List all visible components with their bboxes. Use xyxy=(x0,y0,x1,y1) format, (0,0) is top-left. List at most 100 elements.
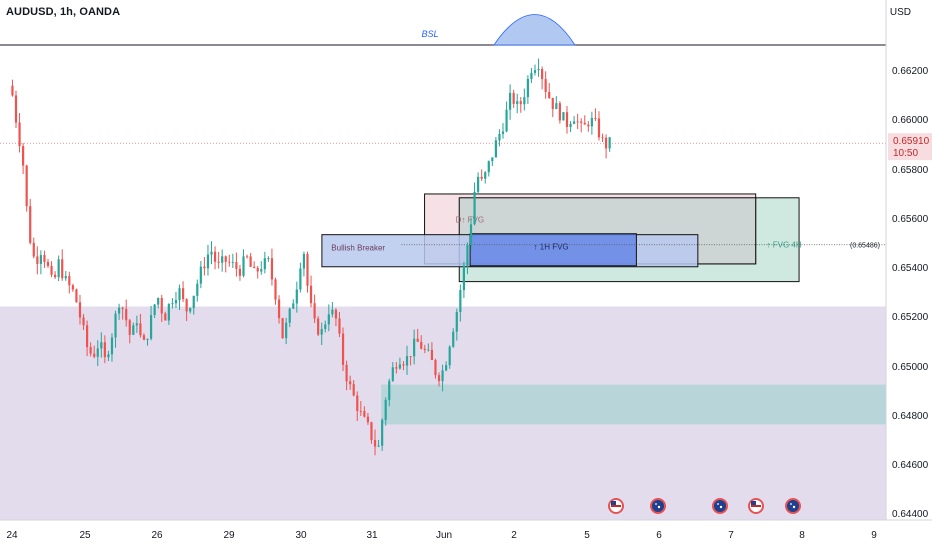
candle-body xyxy=(189,308,192,312)
candle-body xyxy=(107,354,110,358)
candle-body xyxy=(50,266,53,275)
y-tick-label: 0.64600 xyxy=(892,460,929,471)
candle-body xyxy=(93,353,96,357)
candle-body xyxy=(569,123,572,128)
candle-body xyxy=(345,364,348,382)
x-tick-label: 31 xyxy=(366,530,378,541)
candle-body xyxy=(192,295,195,309)
flag-stripe-icon xyxy=(611,505,621,507)
candle-body xyxy=(85,325,89,348)
x-tick-label: 9 xyxy=(871,530,877,541)
candle-body xyxy=(601,137,604,139)
candle-body xyxy=(469,224,473,246)
candle-body xyxy=(327,314,330,325)
flag-stripe-icon xyxy=(751,505,761,507)
candle-body xyxy=(270,258,274,280)
candle-body xyxy=(96,348,99,357)
candle-body xyxy=(285,322,288,339)
candle-body xyxy=(473,191,476,225)
candle-body xyxy=(533,70,537,73)
candle-body xyxy=(167,304,170,321)
candle-body xyxy=(164,313,167,321)
candle-body xyxy=(530,72,533,79)
symbol-label[interactable]: AUDUSD, 1h, OANDA xyxy=(6,6,121,18)
candle-body xyxy=(526,78,529,98)
last-price-label: 0.65910 xyxy=(893,136,930,147)
candle-body xyxy=(597,118,601,138)
x-tick-label: 26 xyxy=(151,530,163,541)
candle-body xyxy=(352,384,355,396)
candle-body xyxy=(54,274,57,278)
candle-body xyxy=(519,101,522,105)
y-axis-panel xyxy=(886,0,932,550)
demand-zone xyxy=(381,384,886,425)
candle-body xyxy=(196,283,199,296)
candle-body xyxy=(572,121,576,124)
candle-body xyxy=(565,112,569,128)
candle-body xyxy=(388,380,391,400)
candle-body xyxy=(121,307,124,309)
candle-body xyxy=(494,140,497,158)
candle-body xyxy=(299,268,302,290)
flag-star-icon xyxy=(717,503,719,505)
candle-body xyxy=(75,289,78,303)
x-axis-panel xyxy=(0,520,932,550)
candle-body xyxy=(405,356,409,366)
candle-body xyxy=(292,303,295,309)
candle-body xyxy=(213,251,217,262)
currency-label: USD xyxy=(889,7,911,18)
candle-body xyxy=(437,375,441,382)
candle-body xyxy=(110,337,114,355)
candle-body xyxy=(334,309,338,319)
candle-body xyxy=(430,349,434,361)
candle-body xyxy=(562,112,565,121)
fvg-daily-label: D↑ FVG xyxy=(456,216,484,225)
flag-inner-icon xyxy=(787,500,799,512)
candle-body xyxy=(576,121,579,123)
candle-body xyxy=(89,347,92,354)
x-tick-label: 8 xyxy=(799,530,805,541)
candle-body xyxy=(253,266,256,268)
candle-body xyxy=(398,364,402,369)
flag-star-icon xyxy=(790,503,792,505)
candle-body xyxy=(413,338,416,357)
candle-body xyxy=(583,122,586,125)
candle-body xyxy=(64,276,67,279)
x-tick-label: 5 xyxy=(584,530,590,541)
candle-body xyxy=(125,308,128,321)
bsl-arc xyxy=(493,14,576,46)
candle-body xyxy=(203,266,206,269)
flag-inner-icon xyxy=(652,500,664,512)
last-price-box xyxy=(888,133,932,161)
candle-body xyxy=(274,279,277,300)
candle-body xyxy=(39,255,42,264)
candle-body xyxy=(537,69,540,71)
candle-body xyxy=(174,300,178,304)
candle-body xyxy=(491,157,494,162)
candle-body xyxy=(480,176,483,179)
candle-body xyxy=(263,258,266,270)
candle-body xyxy=(434,360,437,376)
candle-body xyxy=(359,411,362,412)
x-tick-label: 25 xyxy=(79,530,91,541)
candle-body xyxy=(128,320,131,335)
candle-body xyxy=(100,342,103,349)
fvg-4h-level-label: (0.65486) xyxy=(850,243,880,250)
y-tick-label: 0.64400 xyxy=(892,509,929,520)
candle-body xyxy=(462,265,465,291)
candle-body xyxy=(142,335,146,340)
candle-body xyxy=(373,440,377,447)
candle-body xyxy=(395,367,398,369)
candle-body xyxy=(185,299,188,312)
candle-body xyxy=(199,266,202,284)
y-tick-label: 0.65400 xyxy=(892,263,929,274)
flag-canton-icon xyxy=(611,501,616,505)
candle-body xyxy=(548,91,551,98)
y-tick-label: 0.65600 xyxy=(892,214,929,225)
candle-body xyxy=(149,314,153,339)
candle-body xyxy=(384,399,387,420)
candle-body xyxy=(82,317,85,326)
candle-body xyxy=(416,338,419,342)
